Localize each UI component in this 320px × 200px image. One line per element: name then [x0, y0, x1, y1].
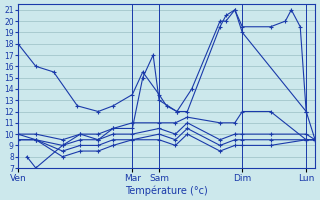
X-axis label: Température (°c): Température (°c)	[125, 185, 208, 196]
